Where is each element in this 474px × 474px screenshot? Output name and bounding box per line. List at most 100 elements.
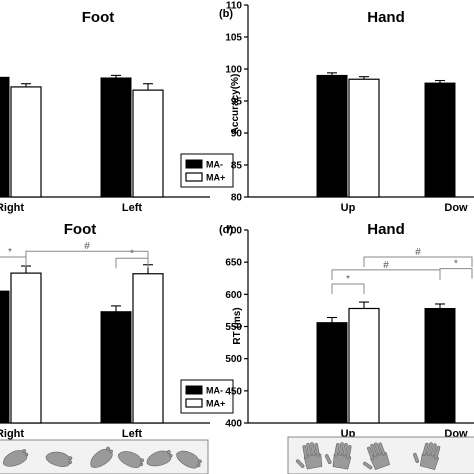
finger <box>342 442 348 457</box>
y-tick-label: 95 <box>231 97 243 108</box>
hand-icon <box>324 442 352 470</box>
thumb <box>324 454 332 465</box>
toe <box>106 446 111 451</box>
chart-3: Right Left * # * MA- MA+ <box>0 241 234 440</box>
foot-icons <box>3 446 202 469</box>
toe <box>169 453 173 458</box>
panel-d: (d) Hand RT (ms) <box>219 221 405 345</box>
panel-d-title: Hand <box>367 221 405 238</box>
significance-label: * <box>8 247 12 258</box>
chart-1: Right Left MA- MA+ <box>0 74 234 214</box>
hand-icon <box>363 442 390 471</box>
legend: MA- MA+ <box>180 379 234 414</box>
y-tick-label: 400 <box>225 419 242 430</box>
significance-label: * <box>346 274 350 285</box>
category-label: Left <box>122 202 143 214</box>
significance-bracket <box>439 268 473 279</box>
finger <box>370 443 378 457</box>
y-tick-label: 500 <box>225 354 242 365</box>
foot-icon <box>45 451 73 467</box>
y-tick-label: 90 <box>231 129 243 140</box>
panel-b: (b) Hand Accuracy(%) <box>219 8 405 134</box>
toe <box>109 449 113 454</box>
foot-icon <box>176 450 202 469</box>
significance-label: # <box>84 241 90 252</box>
hand-stimulus-strip <box>287 436 474 474</box>
toe <box>68 460 72 465</box>
bar-MAminus <box>100 77 132 198</box>
y-tick-label: 110 <box>226 1 243 12</box>
panel-a: Foot <box>82 9 114 26</box>
y-tick-label: 85 <box>231 161 243 172</box>
significance-label: # <box>383 260 389 271</box>
bar-MAplus <box>10 272 42 424</box>
bar-MAminus <box>316 74 348 198</box>
category-label: Up <box>341 202 356 214</box>
significance-label: # <box>415 247 421 258</box>
bar-MAplus <box>132 89 164 198</box>
finger <box>302 445 308 459</box>
finger <box>306 442 312 457</box>
y-tick-label: 100 <box>225 65 242 76</box>
finger <box>426 442 433 456</box>
toe <box>140 458 145 463</box>
category-label: Right <box>0 428 24 440</box>
legend-swatch <box>185 398 203 408</box>
panel-a-title: Foot <box>82 9 114 26</box>
toe <box>197 459 202 464</box>
panel-c-title: Foot <box>64 221 96 238</box>
bar-MAplus <box>348 307 380 424</box>
legend-label: MA- <box>206 160 223 170</box>
bar-MAminus <box>0 290 10 424</box>
finger <box>367 446 375 460</box>
y-tick-label: 105 <box>225 33 242 44</box>
hand-icons <box>295 442 441 471</box>
panel-b-label: (b) <box>219 8 233 20</box>
finger <box>434 445 441 460</box>
foot-stimulus-strip <box>0 439 209 474</box>
bar-MAminus <box>0 76 10 198</box>
finger <box>334 443 340 457</box>
significance-bracket <box>0 256 27 268</box>
significance-label: * <box>130 248 134 259</box>
significance-bracket <box>25 250 149 262</box>
bar-MAminus <box>100 311 132 424</box>
toe <box>24 452 29 457</box>
thumb <box>295 459 305 468</box>
finger <box>422 442 429 457</box>
finger <box>346 445 352 459</box>
y-tick-label: 700 <box>225 226 242 237</box>
legend: MA- MA+ <box>180 153 234 188</box>
category-label: Dow <box>444 202 468 214</box>
legend-swatch <box>185 385 203 395</box>
y-tick-label: 450 <box>225 386 242 397</box>
legend-label: MA- <box>206 386 223 396</box>
finger <box>310 442 316 456</box>
thumb <box>413 452 420 464</box>
toe <box>22 449 27 453</box>
significance-label: * <box>454 259 458 270</box>
finger <box>378 442 386 456</box>
legend-label: MA+ <box>206 399 225 409</box>
bar-MAplus <box>348 78 380 198</box>
toe <box>166 450 171 454</box>
thumb <box>363 461 373 470</box>
bar-MAminus <box>424 307 456 424</box>
finger <box>338 442 344 456</box>
hand-icon <box>295 442 323 470</box>
legend-label: MA+ <box>206 173 225 183</box>
significance-bracket <box>363 256 473 268</box>
bar-MAplus <box>132 273 164 424</box>
finger <box>374 442 382 456</box>
legend-swatch <box>185 172 203 182</box>
y-tick-label: 80 <box>231 193 243 204</box>
panel-d-label: (d) <box>219 224 233 236</box>
finger <box>430 443 437 457</box>
y-tick-label: 600 <box>225 290 242 301</box>
plots-layer: Right Left MA- MA+ 80 85 90 95 100 105 110 Up Dow Rig… <box>0 1 474 440</box>
bar-MAminus <box>424 82 456 198</box>
panel-c: Foot <box>64 221 96 238</box>
category-label: Right <box>0 202 24 214</box>
